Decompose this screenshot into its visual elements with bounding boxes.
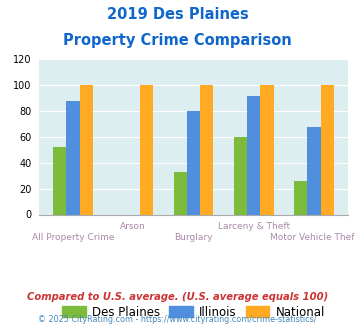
Bar [140,85,153,214]
Text: Property Crime Comparison: Property Crime Comparison [63,33,292,48]
Bar [174,172,187,214]
Bar [80,85,93,214]
Bar [66,101,80,214]
Bar [307,127,321,214]
Bar [294,181,307,214]
Bar [321,85,334,214]
Bar [234,137,247,214]
Bar [260,85,274,214]
Legend: Des Plaines, Illinois, National: Des Plaines, Illinois, National [58,301,329,323]
Bar [200,85,213,214]
Text: © 2025 CityRating.com - https://www.cityrating.com/crime-statistics/: © 2025 CityRating.com - https://www.city… [38,315,317,324]
Text: Compared to U.S. average. (U.S. average equals 100): Compared to U.S. average. (U.S. average … [27,292,328,302]
Text: 2019 Des Plaines: 2019 Des Plaines [106,7,248,21]
Bar [247,96,260,214]
Bar [53,147,66,214]
Bar [187,111,200,214]
